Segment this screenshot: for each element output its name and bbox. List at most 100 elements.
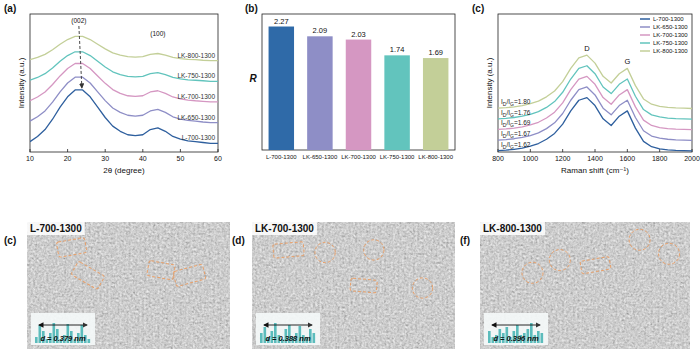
tem-texture xyxy=(27,222,230,349)
ratio-label: ID/IG=1.67 xyxy=(501,130,531,139)
text-part: =1.76 xyxy=(514,109,531,116)
data-label: 2.03 xyxy=(351,30,366,39)
lattice-marker xyxy=(56,237,87,257)
series-line xyxy=(498,55,692,108)
inset-label: d = 0.396 nm xyxy=(493,334,539,343)
legend-label: LK-800-1300 xyxy=(653,48,688,54)
d-arrow xyxy=(264,325,312,326)
tem-image xyxy=(27,222,230,349)
profile-bar xyxy=(488,331,491,343)
lattice-marker xyxy=(412,278,432,298)
series-line xyxy=(30,77,218,123)
data-label: 2.27 xyxy=(274,17,289,26)
series-line xyxy=(498,76,692,129)
panel-label: (c) xyxy=(472,3,484,14)
series-label: LK-700-1300 xyxy=(177,93,215,100)
inset-profile xyxy=(488,323,543,343)
shift-arrow xyxy=(79,26,82,88)
lattice-marker xyxy=(659,243,680,264)
x-tick-label: 2000 xyxy=(684,155,700,162)
inset-label: d = 0.388 nm xyxy=(265,334,311,343)
title-box xyxy=(27,222,85,235)
y-axis-label: Intensity (a.u.) xyxy=(485,57,494,108)
profile-bar xyxy=(313,333,316,343)
panel-label: (c) xyxy=(4,235,16,246)
x-tick-label: 1200 xyxy=(555,155,571,162)
x-tick xyxy=(30,149,31,152)
title-box xyxy=(252,222,317,235)
text-part: =1.62 xyxy=(514,141,531,148)
peak-label: (002) xyxy=(71,17,86,25)
lattice-marker xyxy=(350,278,377,293)
inset-profile xyxy=(260,323,315,343)
lattice-marker xyxy=(522,262,543,283)
x-tick-label: 50 xyxy=(177,155,185,162)
text-part: =1.69 xyxy=(514,119,531,126)
plot-frame xyxy=(30,14,218,152)
plot-area xyxy=(269,27,449,150)
bar xyxy=(269,27,294,150)
figure: 1020304050602θ (degree)Intensity (a.u.)(… xyxy=(0,0,700,354)
x-tick-label: 20 xyxy=(64,155,72,162)
text-part: =1.67 xyxy=(514,130,531,137)
bar xyxy=(307,36,332,150)
d-arrow xyxy=(39,325,87,326)
legend-swatch xyxy=(640,18,650,20)
lattice-marker xyxy=(71,261,105,289)
ratio-label: ID/IG=1.69 xyxy=(501,119,531,128)
legend-label: LK-750-1300 xyxy=(653,40,688,46)
plot-area xyxy=(498,55,692,151)
profile-bar xyxy=(541,333,544,343)
x-tick-label: LK-750-1300 xyxy=(380,154,415,160)
bar xyxy=(384,55,409,150)
peak-label: (100) xyxy=(150,30,165,38)
x-tick xyxy=(67,149,68,152)
tem-base xyxy=(27,222,230,349)
bar xyxy=(423,58,448,150)
legend-label: LK-700-1300 xyxy=(653,32,688,38)
lattice-marker xyxy=(273,242,305,259)
inset-box xyxy=(484,313,548,345)
d-arrow xyxy=(492,325,540,326)
x-tick-label: L-700-1300 xyxy=(266,154,297,160)
profile-bar xyxy=(35,337,38,343)
data-label: 1.69 xyxy=(428,48,443,57)
data-label: 2.09 xyxy=(313,26,328,35)
plot-frame xyxy=(262,14,455,150)
legend-swatch xyxy=(640,50,650,52)
x-tick-label: 1400 xyxy=(587,155,603,162)
legend-label: LK-650-1300 xyxy=(653,24,688,30)
inset-box xyxy=(256,313,320,345)
x-tick-label: 60 xyxy=(214,155,222,162)
x-tick-label: 30 xyxy=(101,155,109,162)
series-line xyxy=(498,66,692,119)
tem-image xyxy=(252,222,455,349)
lattice-marker xyxy=(580,256,611,274)
ratio-label: ID/IG=1.76 xyxy=(501,109,531,118)
legend-swatch xyxy=(640,34,650,36)
x-tick-label: 1600 xyxy=(620,155,636,162)
series-line xyxy=(498,98,692,151)
x-tick xyxy=(562,149,563,152)
lattice-marker xyxy=(173,264,206,287)
x-tick-label: 1000 xyxy=(523,155,539,162)
panel-label: (d) xyxy=(232,235,245,246)
x-tick xyxy=(530,149,531,152)
lattice-marker xyxy=(147,260,176,280)
plot-area xyxy=(30,36,218,143)
image-title: LK-700-1300 xyxy=(255,223,314,234)
series-line xyxy=(30,90,218,143)
series-line xyxy=(30,64,218,102)
panel-label: (f) xyxy=(460,235,470,246)
inset-profile xyxy=(35,323,90,343)
x-tick xyxy=(180,149,181,152)
legend-swatch xyxy=(640,26,650,28)
ratio-label: ID/IG=1.62 xyxy=(501,141,531,150)
plot-frame xyxy=(498,14,692,152)
profile-bar xyxy=(88,339,91,343)
tem-base xyxy=(480,222,690,349)
x-tick-label: LK-700-1300 xyxy=(341,154,376,160)
x-tick-label: 1800 xyxy=(652,155,668,162)
series-label: LK-800-1300 xyxy=(177,52,215,59)
series-label: LK-750-1300 xyxy=(177,72,215,79)
